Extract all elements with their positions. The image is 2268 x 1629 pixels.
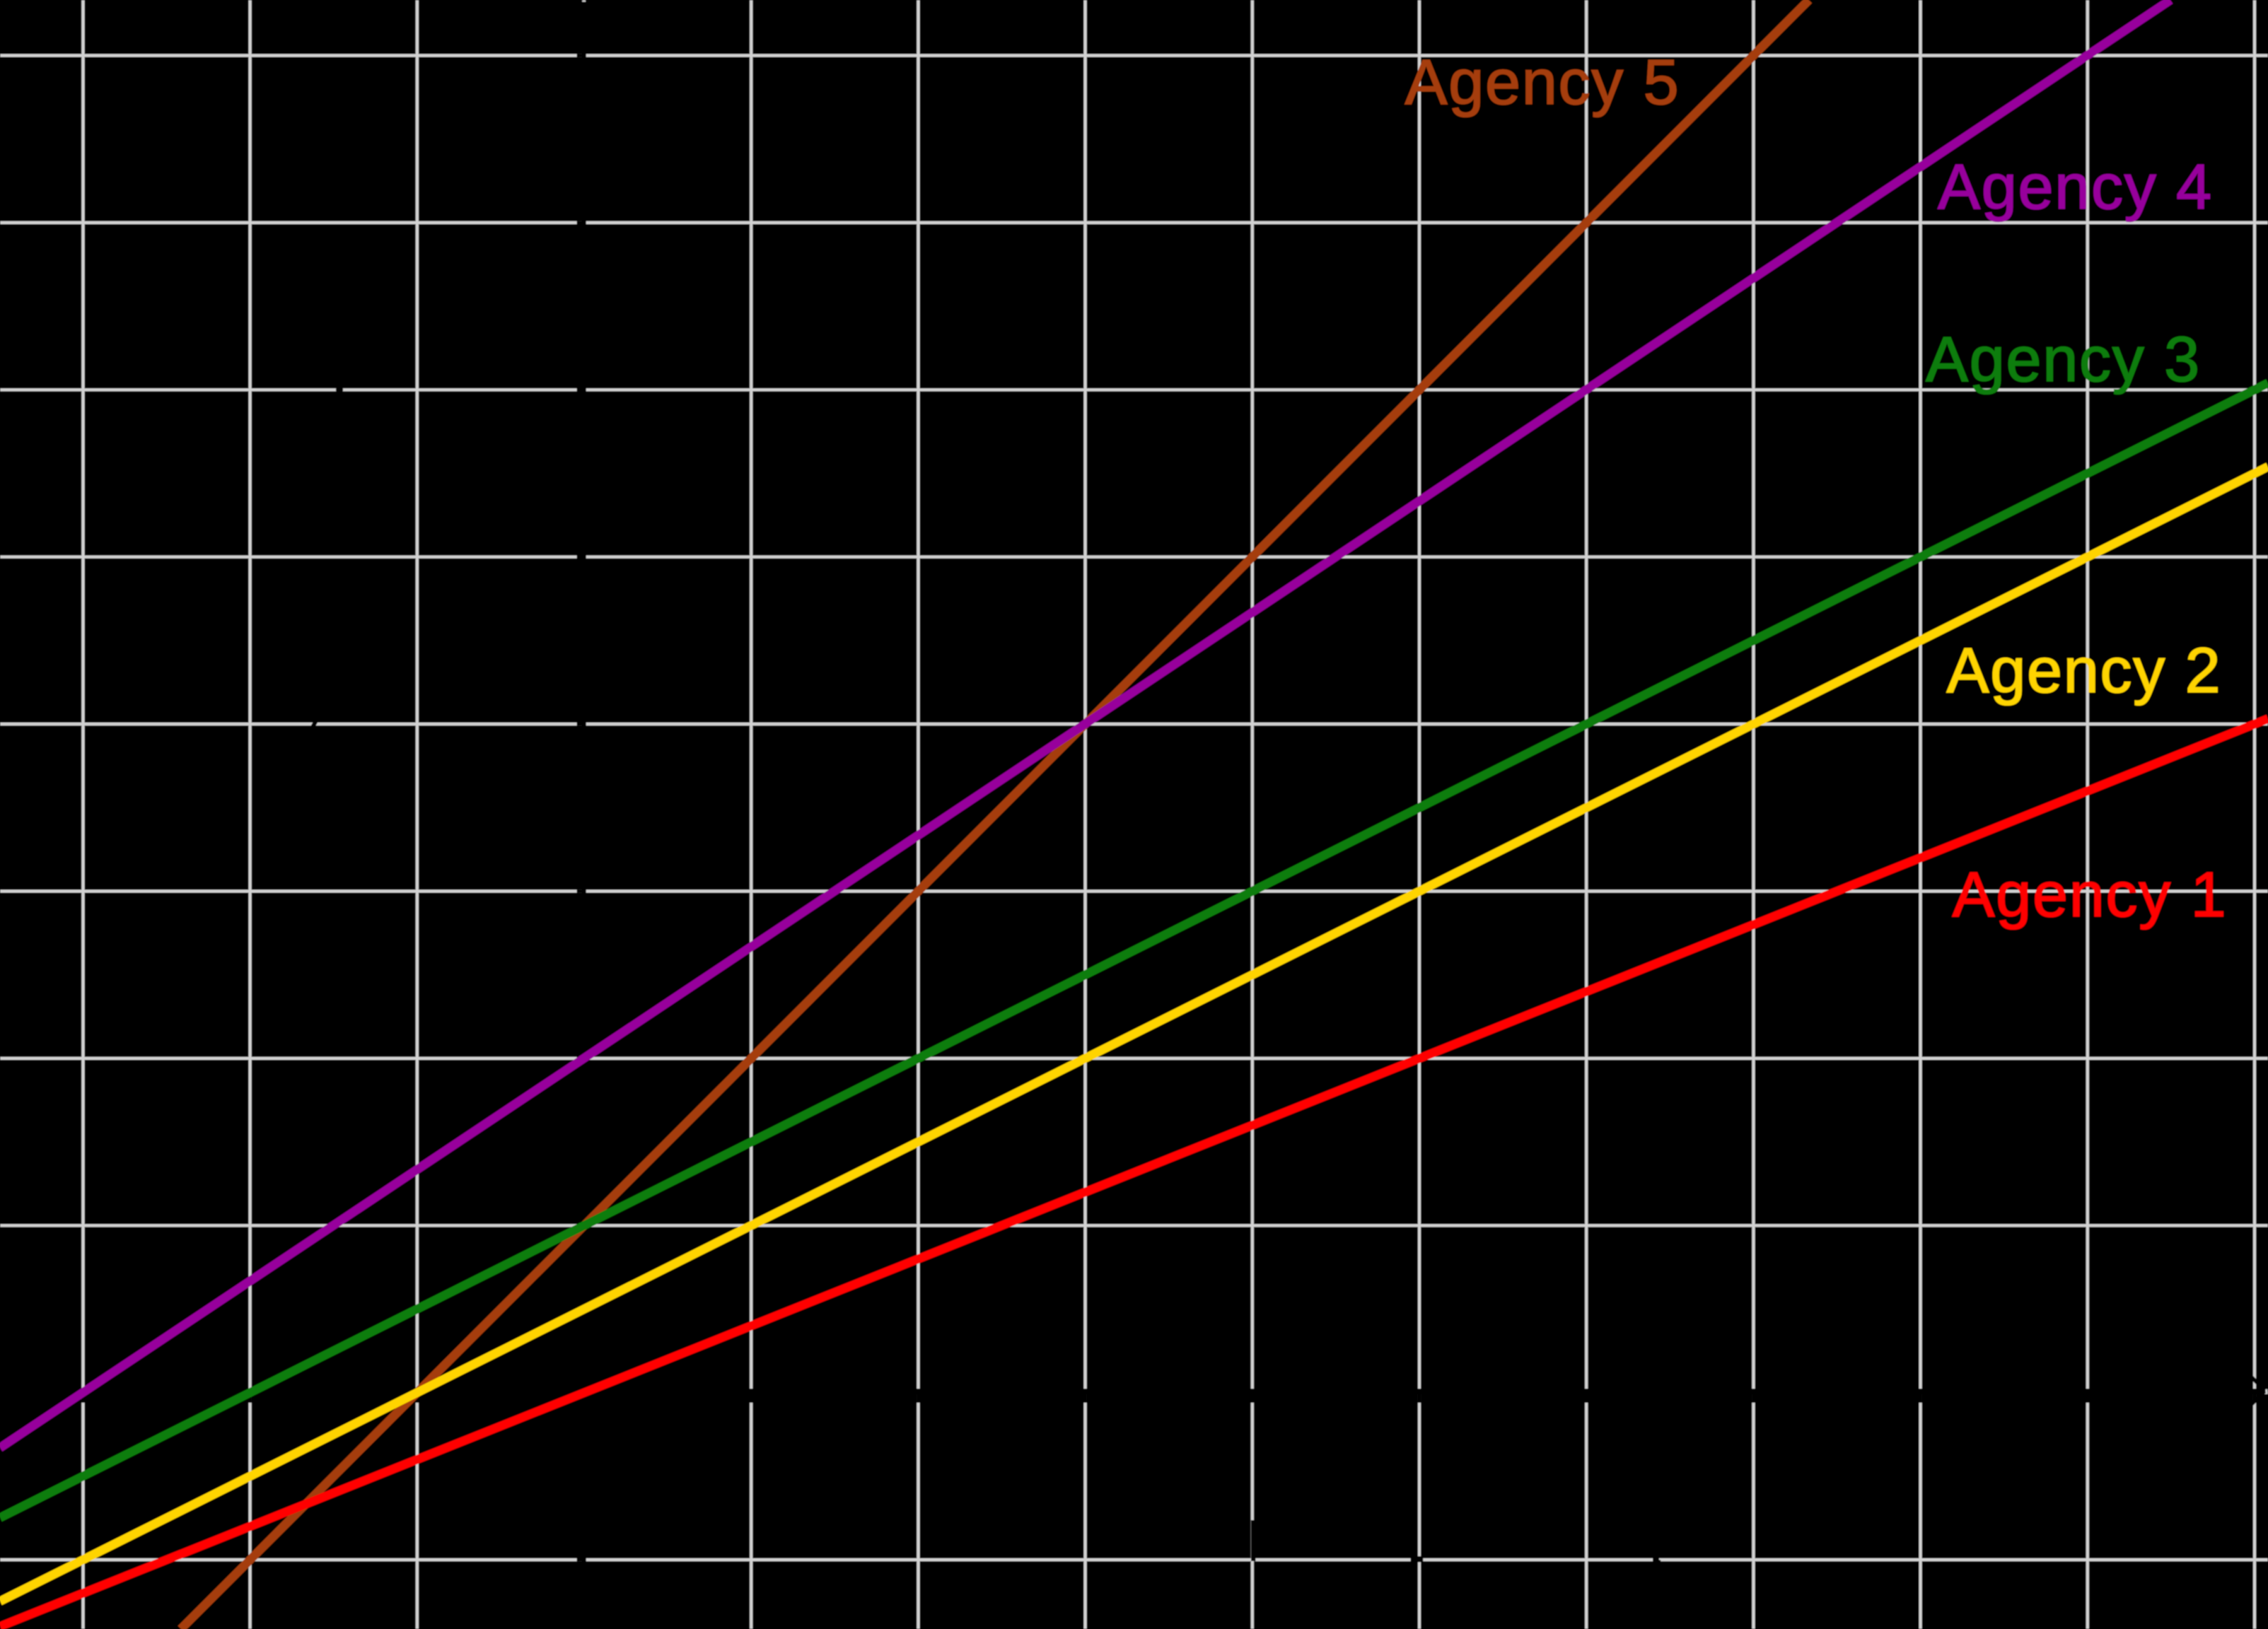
svg-text:Agency 1: Agency 1 [1953,860,2228,930]
svg-text:Agency 3: Agency 3 [1926,325,2201,395]
svg-text:Agency 2: Agency 2 [1947,636,2222,706]
svg-text:Agency 5: Agency 5 [1405,47,1680,118]
svg-text:Agency 4: Agency 4 [1938,152,2213,223]
